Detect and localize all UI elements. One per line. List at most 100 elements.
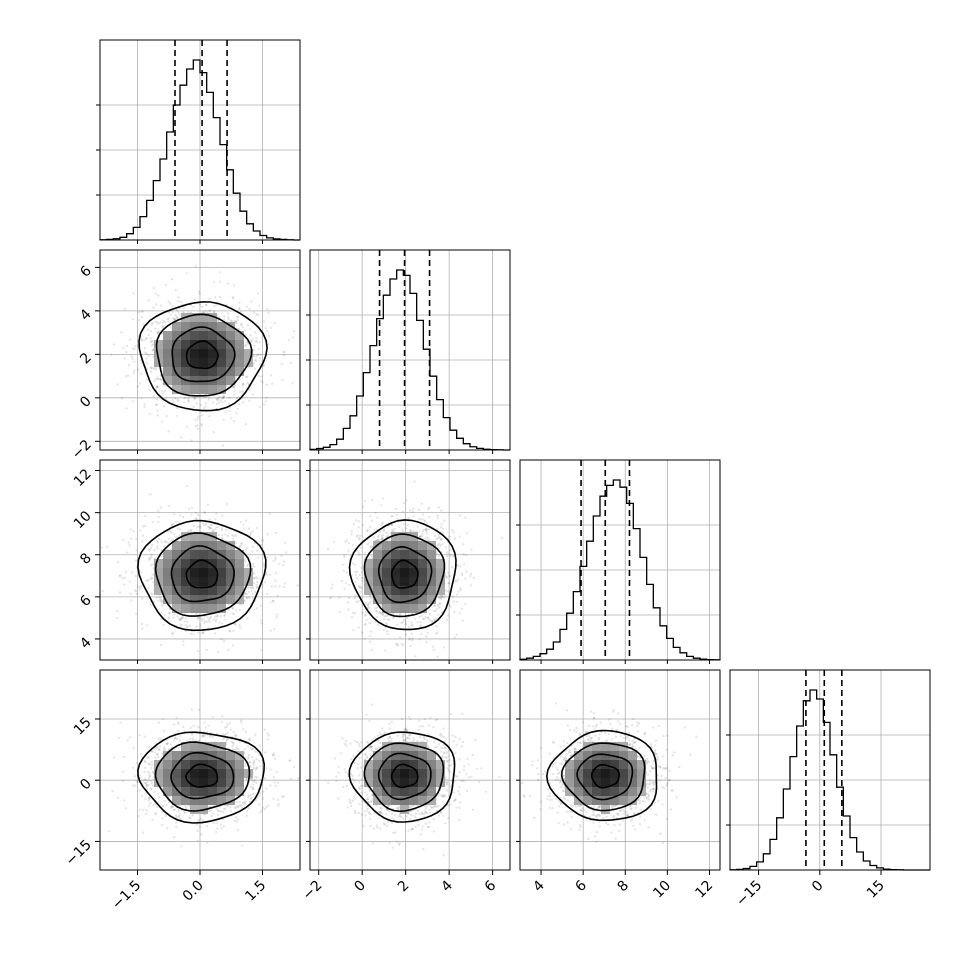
sample-point: [154, 320, 157, 323]
sample-point: [374, 511, 377, 514]
sample-point: [218, 621, 221, 624]
density-cell: [181, 367, 190, 376]
sample-point: [257, 556, 260, 559]
sample-point: [271, 599, 275, 603]
sample-point: [165, 397, 168, 400]
density-panel-2-0: [99, 459, 301, 661]
sample-point: [164, 321, 167, 324]
sample-point: [157, 520, 160, 523]
sample-point: [258, 304, 261, 308]
sample-point: [237, 316, 240, 319]
sample-point: [254, 331, 257, 334]
sample-point: [436, 528, 440, 531]
sample-point: [214, 632, 217, 635]
sample-point: [194, 425, 197, 428]
sample-point: [157, 509, 160, 513]
sample-point: [464, 516, 467, 519]
sample-point: [342, 569, 345, 572]
sample-point: [176, 615, 179, 618]
sample-point: [223, 613, 227, 616]
sample-point: [177, 399, 180, 403]
sample-point: [259, 619, 262, 622]
sample-point: [368, 635, 372, 638]
sample-point: [354, 580, 357, 584]
sample-point: [140, 794, 144, 798]
sample-point: [244, 329, 247, 332]
density-cell: [199, 349, 208, 358]
density-cell: [382, 559, 391, 568]
sample-point: [150, 555, 153, 558]
sample-point: [283, 351, 286, 354]
sample-point: [212, 430, 215, 434]
sample-point: [125, 350, 128, 354]
sample-point: [165, 414, 168, 418]
sample-point: [361, 571, 364, 574]
sample-point: [160, 379, 163, 382]
sample-point: [230, 417, 233, 420]
sample-point: [173, 318, 176, 321]
sample-point: [131, 400, 135, 403]
sample-point: [272, 628, 276, 631]
sample-point: [151, 581, 155, 584]
sample-point: [222, 318, 226, 321]
density-cell: [199, 577, 208, 586]
sample-point: [141, 534, 145, 537]
sample-point: [418, 638, 421, 641]
sample-point: [434, 610, 437, 613]
density-cell: [400, 604, 409, 613]
sample-point: [173, 513, 176, 516]
sample-point: [267, 311, 270, 315]
sample-point: [242, 523, 245, 526]
sample-point: [274, 558, 277, 561]
sample-point: [338, 611, 341, 614]
sample-point: [158, 378, 162, 381]
hist-panel-1: [306, 249, 511, 451]
sample-point: [370, 648, 373, 652]
sample-point: [197, 415, 200, 418]
sample-point: [176, 527, 179, 530]
sample-point: [201, 632, 204, 635]
sample-point: [127, 364, 130, 367]
sample-point: [265, 396, 268, 399]
sample-point: [458, 535, 461, 538]
sample-point: [369, 515, 372, 518]
sample-point: [352, 523, 355, 526]
sample-point: [241, 389, 244, 393]
sample-point: [264, 400, 267, 403]
sample-point: [379, 530, 382, 533]
sample-point: [253, 367, 256, 370]
sample-point: [357, 520, 360, 523]
sample-point: [149, 340, 153, 344]
sample-point: [381, 521, 384, 524]
sample-point: [226, 282, 230, 285]
sample-point: [136, 385, 139, 388]
sample-point: [393, 527, 396, 531]
sample-point: [373, 528, 376, 532]
density-cell: [400, 532, 409, 541]
sample-point: [460, 607, 464, 610]
sample-point: [223, 315, 226, 318]
sample-point: [238, 624, 241, 627]
density-cell: [208, 604, 217, 613]
sample-point: [164, 814, 167, 817]
density-cell: [382, 541, 391, 550]
sample-point: [167, 617, 170, 620]
sample-point: [123, 308, 126, 311]
sample-point: [159, 506, 162, 509]
sample-point: [377, 535, 380, 538]
sample-point: [451, 528, 454, 532]
sample-point: [215, 303, 218, 307]
sample-point: [147, 333, 151, 337]
sample-point: [190, 506, 194, 510]
histogram-step: [99, 59, 300, 241]
sample-point: [227, 402, 231, 405]
sample-point: [410, 632, 414, 635]
sample-point: [351, 544, 354, 547]
sample-point: [329, 597, 332, 600]
sample-point: [179, 436, 183, 439]
sample-point: [247, 527, 251, 530]
sample-point: [214, 830, 218, 834]
sample-point: [123, 583, 126, 586]
sample-point: [208, 617, 212, 620]
sample-point: [244, 333, 248, 336]
